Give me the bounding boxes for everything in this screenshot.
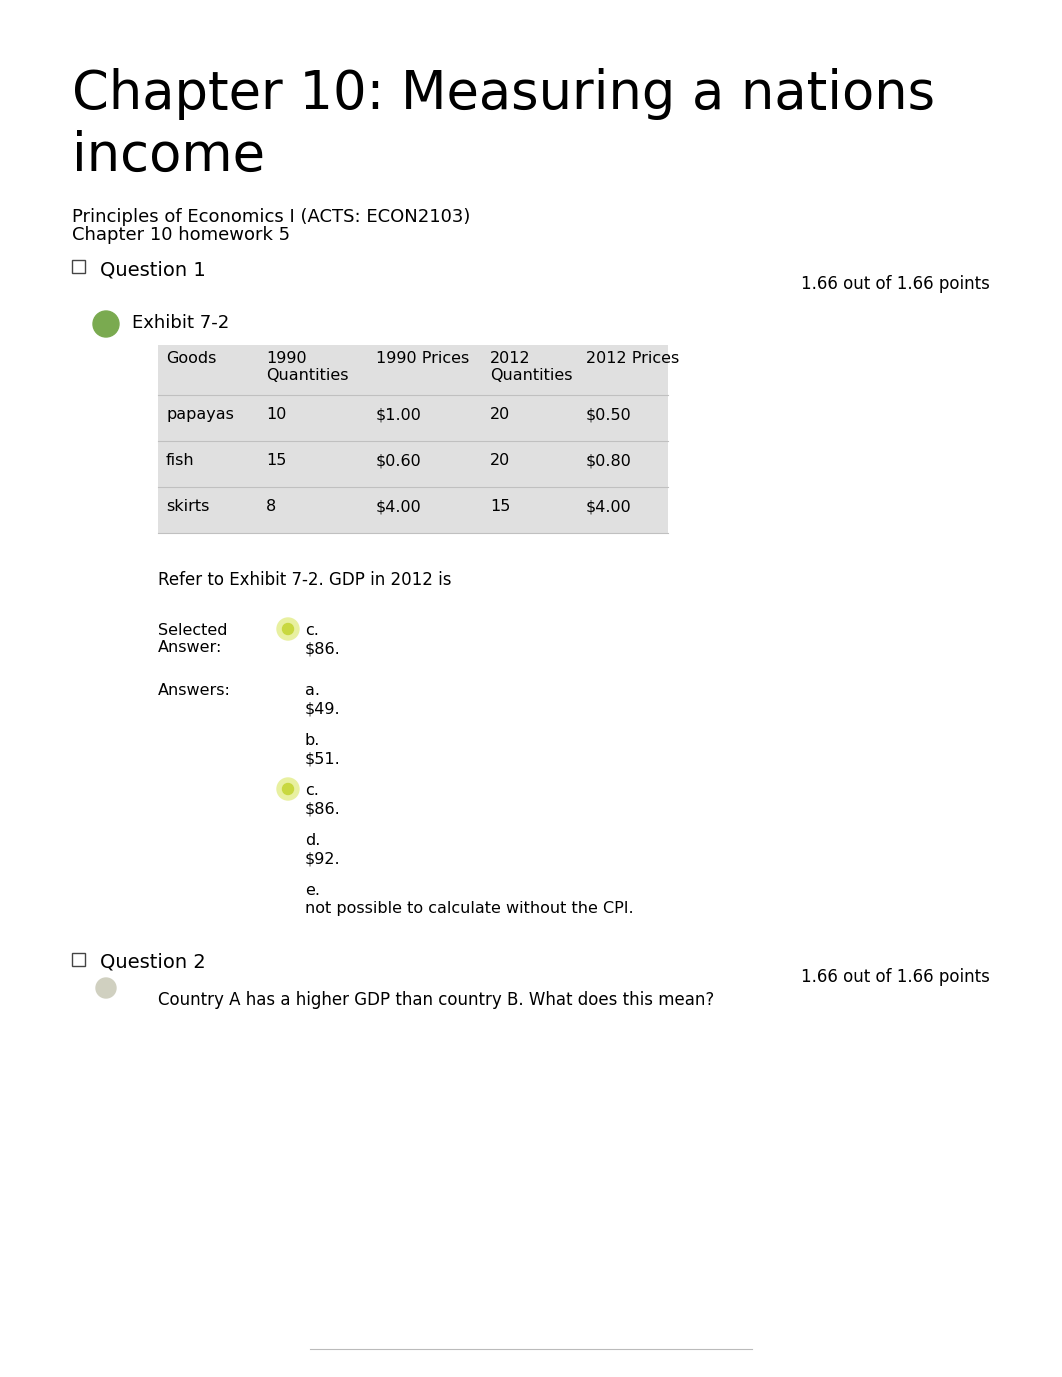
- Text: Answers:: Answers:: [158, 683, 230, 698]
- Text: a.: a.: [305, 683, 320, 698]
- Text: c.: c.: [305, 622, 319, 638]
- Text: 2012
Quantities: 2012 Quantities: [490, 351, 572, 383]
- Text: papayas: papayas: [166, 408, 234, 421]
- Text: Chapter 10: Measuring a nations: Chapter 10: Measuring a nations: [72, 67, 936, 120]
- Text: b.: b.: [305, 733, 321, 748]
- Text: income: income: [72, 129, 266, 182]
- Text: $1.00: $1.00: [376, 408, 422, 421]
- Text: 15: 15: [266, 453, 287, 468]
- Text: $4.00: $4.00: [376, 498, 422, 514]
- Circle shape: [96, 978, 116, 998]
- Text: 20: 20: [490, 453, 510, 468]
- Text: 1990
Quantities: 1990 Quantities: [266, 351, 348, 383]
- Text: $0.60: $0.60: [376, 453, 422, 468]
- Circle shape: [282, 624, 293, 635]
- Text: $51.: $51.: [305, 750, 341, 766]
- Circle shape: [277, 778, 299, 800]
- Text: Question 1: Question 1: [100, 260, 206, 280]
- Text: Country A has a higher GDP than country B. What does this mean?: Country A has a higher GDP than country …: [158, 991, 715, 1009]
- Text: 1.66 out of 1.66 points: 1.66 out of 1.66 points: [801, 968, 990, 986]
- Text: Goods: Goods: [166, 351, 217, 366]
- Text: Selected
Answer:: Selected Answer:: [158, 622, 227, 655]
- Text: $0.50: $0.50: [586, 408, 632, 421]
- Text: 1.66 out of 1.66 points: 1.66 out of 1.66 points: [801, 275, 990, 293]
- Text: $86.: $86.: [305, 801, 341, 817]
- Text: Refer to Exhibit 7-2. GDP in 2012 is: Refer to Exhibit 7-2. GDP in 2012 is: [158, 571, 451, 589]
- Text: $4.00: $4.00: [586, 498, 632, 514]
- Text: $49.: $49.: [305, 701, 341, 716]
- Text: 10: 10: [266, 408, 287, 421]
- Text: $86.: $86.: [305, 642, 341, 655]
- Text: c.: c.: [305, 784, 319, 799]
- Text: skirts: skirts: [166, 498, 209, 514]
- Text: e.: e.: [305, 883, 320, 898]
- Text: Principles of Economics I (ACTS: ECON2103): Principles of Economics I (ACTS: ECON210…: [72, 208, 470, 226]
- Text: not possible to calculate without the CPI.: not possible to calculate without the CP…: [305, 901, 634, 916]
- Text: 2012 Prices: 2012 Prices: [586, 351, 680, 366]
- Text: 15: 15: [490, 498, 511, 514]
- Text: d.: d.: [305, 833, 321, 848]
- FancyBboxPatch shape: [158, 346, 668, 533]
- Bar: [72, 260, 85, 273]
- Text: Chapter 10 homework 5: Chapter 10 homework 5: [72, 226, 290, 244]
- Text: $0.80: $0.80: [586, 453, 632, 468]
- Text: Question 2: Question 2: [100, 953, 206, 972]
- Text: 20: 20: [490, 408, 510, 421]
- Circle shape: [282, 784, 293, 795]
- Circle shape: [93, 311, 119, 337]
- Bar: [72, 953, 85, 967]
- Text: fish: fish: [166, 453, 194, 468]
- Circle shape: [277, 618, 299, 640]
- Text: Exhibit 7-2: Exhibit 7-2: [132, 314, 229, 332]
- Text: 8: 8: [266, 498, 276, 514]
- Text: 1990 Prices: 1990 Prices: [376, 351, 469, 366]
- Text: $92.: $92.: [305, 851, 341, 866]
